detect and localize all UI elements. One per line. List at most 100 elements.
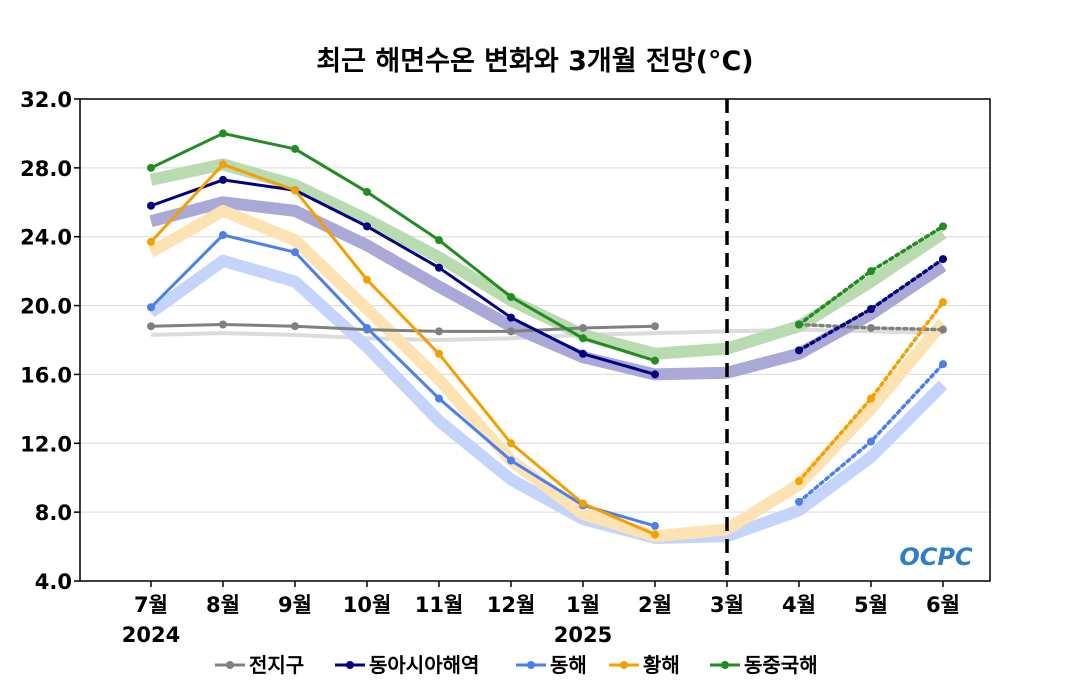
observed-point — [435, 327, 443, 336]
x-tick-label: 2월 — [638, 593, 672, 617]
x-tick-label: 12월 — [487, 593, 536, 617]
observed-point — [579, 323, 587, 332]
y-tick-label: 4.0 — [35, 570, 72, 594]
forecast-point — [795, 477, 803, 486]
y-axis-ticks: 4.0 8.0 12.0 16.0 20.0 24.0 28.0 32.0 — [20, 88, 80, 594]
observed-point — [219, 129, 227, 138]
observed-point — [363, 323, 371, 332]
forecast-point — [939, 298, 947, 307]
x-tick-label: 5월 — [854, 593, 888, 617]
y-tick-label: 32.0 — [20, 88, 72, 112]
y-tick-label: 28.0 — [20, 157, 72, 181]
x-tick-label: 9월 — [278, 593, 312, 617]
observed-point — [219, 320, 227, 329]
legend-label: 동해 — [550, 653, 587, 677]
observed-point — [291, 186, 299, 195]
x-tick-label: 1월 — [566, 593, 600, 617]
plot-area-frame — [79, 98, 991, 582]
observed-point — [291, 248, 299, 257]
observed-line — [150, 323, 656, 333]
x-tick-label: 6월 — [926, 593, 960, 617]
climatology-band — [149, 196, 947, 381]
series-points — [147, 129, 947, 539]
forecast-point — [939, 255, 947, 264]
observed-point — [435, 236, 443, 245]
observed-point — [579, 334, 587, 343]
observed-point — [507, 456, 515, 465]
y-tick-label: 20.0 — [20, 295, 72, 319]
forecast-point — [867, 305, 875, 314]
observed-point — [291, 144, 299, 153]
observed-point — [507, 313, 515, 322]
observed-point — [147, 237, 155, 246]
observed-point — [579, 349, 587, 358]
forecast-point — [867, 394, 875, 403]
legend-label: 전지구 — [249, 653, 304, 677]
observed-point — [219, 175, 227, 184]
forecast-point — [795, 320, 803, 329]
chart-title: 최근 해면수온 변화와 3개월 전망(°C) — [316, 46, 753, 77]
observed-point — [507, 292, 515, 301]
year-label: 2024 — [122, 623, 180, 647]
forecast-point — [795, 346, 803, 355]
x-tick-label: 7월 — [134, 593, 168, 617]
legend: 전지구 동아시아해역 동해 황해 동중국해 — [215, 653, 818, 677]
legend-label: 동중국해 — [744, 653, 818, 677]
forecast-point — [939, 360, 947, 369]
y-tick-label: 16.0 — [20, 363, 72, 387]
observed-point — [363, 187, 371, 196]
observed-point — [219, 160, 227, 169]
x-tick-label: 11월 — [415, 593, 464, 617]
observed-point — [147, 163, 155, 172]
x-tick-label: 8월 — [206, 593, 240, 617]
climatology-bands — [147, 158, 948, 544]
x-tick-label: 10월 — [343, 593, 392, 617]
observed-line — [150, 131, 656, 363]
observed-point — [507, 439, 515, 448]
observed-point — [651, 322, 659, 331]
legend-label: 동아시아해역 — [369, 653, 479, 677]
observed-point — [651, 521, 659, 530]
y-tick-label: 24.0 — [20, 226, 72, 250]
observed-point — [651, 356, 659, 365]
legend-marker — [721, 661, 729, 669]
observed-point — [147, 322, 155, 331]
legend-marker — [527, 661, 535, 669]
observed-point — [147, 303, 155, 312]
observed-line — [149, 233, 656, 528]
observed-point — [507, 327, 515, 336]
forecast-point — [867, 437, 875, 446]
observed-point — [651, 530, 659, 539]
observed-point — [291, 322, 299, 331]
observed-point — [363, 222, 371, 231]
observed-point — [147, 201, 155, 210]
x-tick-label: 4월 — [782, 593, 816, 617]
observed-point — [435, 263, 443, 272]
legend-marker — [346, 661, 354, 669]
observed-point — [435, 394, 443, 403]
observed-point — [219, 230, 227, 239]
climatology-band — [148, 204, 948, 543]
observed-line — [149, 162, 656, 536]
observed-line — [150, 178, 656, 376]
y-tick-label: 12.0 — [20, 432, 72, 456]
observed-point — [579, 499, 587, 508]
y-tick-label: 8.0 — [35, 501, 72, 525]
forecast-point — [939, 222, 947, 231]
observed-point — [651, 370, 659, 379]
forecast-point — [867, 267, 875, 276]
forecast-point — [939, 325, 947, 334]
observed-point — [435, 349, 443, 358]
forecast-point — [795, 497, 803, 506]
legend-marker — [620, 661, 628, 669]
x-axis-ticks: 7월 8월 9월 10월 11월 12월 1월 2월 3월 4월 5월 6월 2024 2025 — [122, 581, 960, 647]
x-tick-label: 3월 — [710, 593, 744, 617]
legend-label: 황해 — [643, 653, 680, 677]
legend-marker — [226, 661, 234, 669]
ocpc-logo: OCPC — [899, 543, 973, 571]
climatology-band — [147, 254, 948, 544]
year-label: 2025 — [554, 623, 612, 647]
observed-point — [363, 275, 371, 284]
forecast-line — [797, 362, 945, 504]
